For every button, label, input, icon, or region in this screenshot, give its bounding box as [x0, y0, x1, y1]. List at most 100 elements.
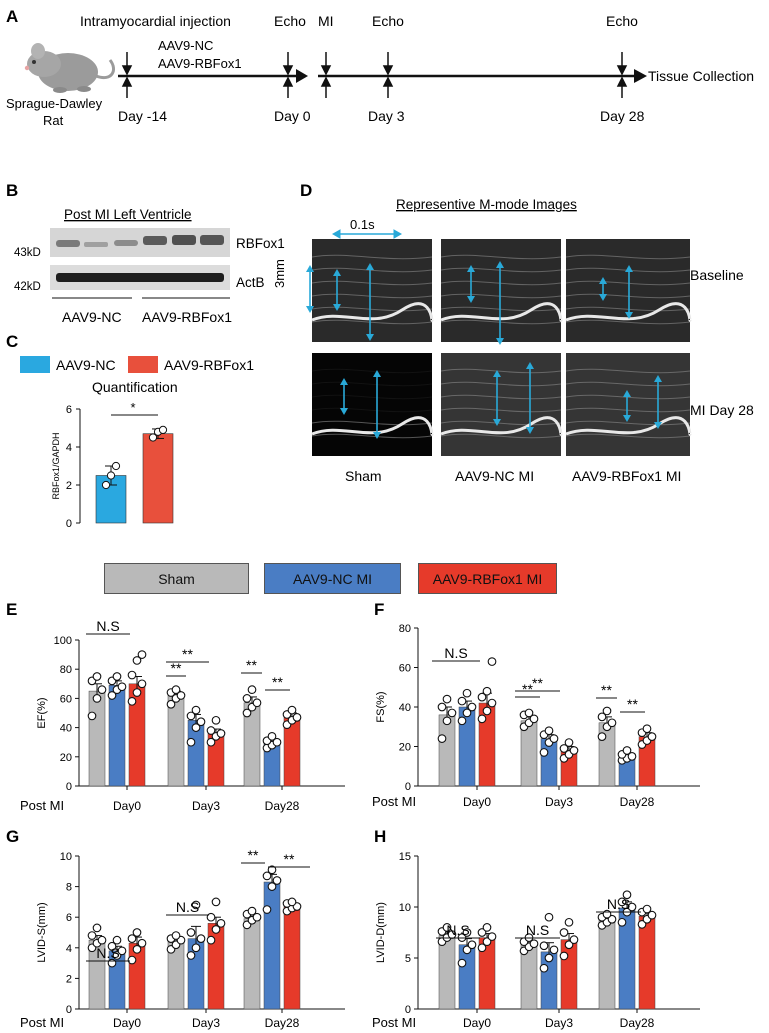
y-tick-label: 80 [60, 664, 72, 676]
mmode-trace [440, 280, 562, 286]
data-point [602, 706, 612, 716]
data-point [482, 686, 492, 696]
arrow-head [526, 362, 534, 369]
mmode-trace [311, 381, 433, 387]
data-point [442, 694, 452, 704]
mmode-trace [311, 254, 433, 260]
bar [638, 915, 656, 1010]
data-point [457, 696, 467, 706]
data-point [437, 702, 447, 712]
data-point [112, 672, 122, 681]
bar [167, 695, 185, 787]
mmode-trace [311, 394, 433, 400]
bar [142, 433, 174, 524]
data-point [127, 696, 137, 706]
y-tick-label: 60 [399, 663, 411, 675]
data-point [137, 650, 147, 659]
chart-h: 0 5 10 15 LVID-D(mm) Post MI Day0 Day3 Day28 N.S N… [372, 851, 700, 1030]
data-point [467, 702, 477, 712]
arrow-head [340, 408, 348, 415]
arrow-head [366, 334, 374, 341]
tissue-collection-label: Tissue Collection [648, 68, 754, 84]
y-tick-label: 6 [66, 912, 72, 924]
data-point [242, 694, 252, 703]
data-point [549, 734, 559, 743]
x-axis-prefix: Post MI [20, 1015, 64, 1030]
mmode-trace [311, 368, 433, 374]
data-point [442, 716, 452, 726]
data-point [186, 711, 196, 721]
x-tick-label: Day3 [545, 795, 573, 809]
bar [108, 685, 126, 787]
data-point [487, 932, 497, 941]
y-tick-label: 40 [399, 702, 411, 714]
y-axis-label: LVID-D(mm) [375, 902, 387, 963]
bar [560, 939, 578, 1010]
y-tick-label: 10 [60, 851, 72, 863]
sig-label: N.S [444, 645, 467, 661]
y-tick-label: 0 [66, 1004, 72, 1016]
protein-actb: ActB [236, 275, 265, 290]
mmode-trace [311, 293, 433, 299]
y-tick-label: 100 [54, 635, 72, 647]
chart-g: 0 2 4 6 8 10 LVID-S(mm) Post MI Day0 Day3 Day28 N.S… [20, 847, 345, 1030]
sig-label: ** [248, 847, 259, 863]
data-point [627, 752, 637, 761]
arrow-head [526, 427, 534, 434]
arrow-head [599, 277, 607, 284]
data-point [477, 692, 487, 702]
data-point [247, 685, 257, 694]
sig-label: ** [532, 675, 543, 691]
data-point [87, 931, 97, 940]
legend-swatch-rbfox [128, 356, 158, 373]
data-point [642, 904, 652, 914]
data-point [107, 691, 117, 700]
chart-c-title: Quantification [92, 379, 178, 395]
legend-nc-label: AAV9-NC MI [292, 570, 373, 587]
mmode-image [441, 353, 561, 456]
data-point [569, 746, 579, 755]
y-axis-label: LVID-S(mm) [36, 902, 48, 962]
arrow-head [373, 370, 381, 377]
data-point [106, 471, 116, 480]
mmode-trace [565, 407, 691, 413]
depth-scale-label: 3mm [272, 259, 287, 288]
day-label: Day 3 [368, 108, 405, 124]
mmode-trace [565, 280, 691, 286]
data-point [137, 938, 147, 948]
mmode-image [566, 239, 690, 342]
data-point [267, 732, 277, 741]
data-point [92, 694, 102, 703]
mmode-title: Representive M-mode Images [396, 197, 577, 212]
data-point [287, 705, 297, 715]
arrow-head [496, 261, 504, 268]
data-point [637, 919, 647, 929]
y-tick-label: 20 [60, 752, 72, 764]
data-point [544, 912, 554, 922]
data-point [564, 738, 574, 747]
y-tick-label: 60 [60, 693, 72, 705]
data-point [211, 897, 221, 907]
day-label: Day 0 [274, 108, 311, 124]
mmode-trace [565, 267, 691, 273]
sig-label: ** [246, 657, 257, 673]
data-point [539, 963, 549, 973]
data-point [132, 688, 142, 697]
panel-label-e: E [6, 600, 17, 619]
data-point [158, 425, 168, 434]
y-tick-label: 4 [66, 943, 72, 955]
sig-label: ** [522, 681, 533, 697]
legend-label-nc: AAV9-NC [56, 357, 116, 373]
mmode-image [312, 353, 432, 456]
y-axis-label: EF(%) [36, 697, 48, 728]
sig-label: N.S [446, 922, 469, 938]
panel-label-b: B [6, 181, 18, 200]
column-label-nc: AAV9-NC MI [455, 468, 534, 484]
data-point [627, 902, 637, 912]
injection-label: Intramyocardial injection [80, 13, 231, 29]
x-tick-label: Day3 [192, 1016, 220, 1030]
data-point [211, 715, 221, 725]
mmode-image [312, 239, 432, 342]
blot-actb [50, 265, 230, 290]
